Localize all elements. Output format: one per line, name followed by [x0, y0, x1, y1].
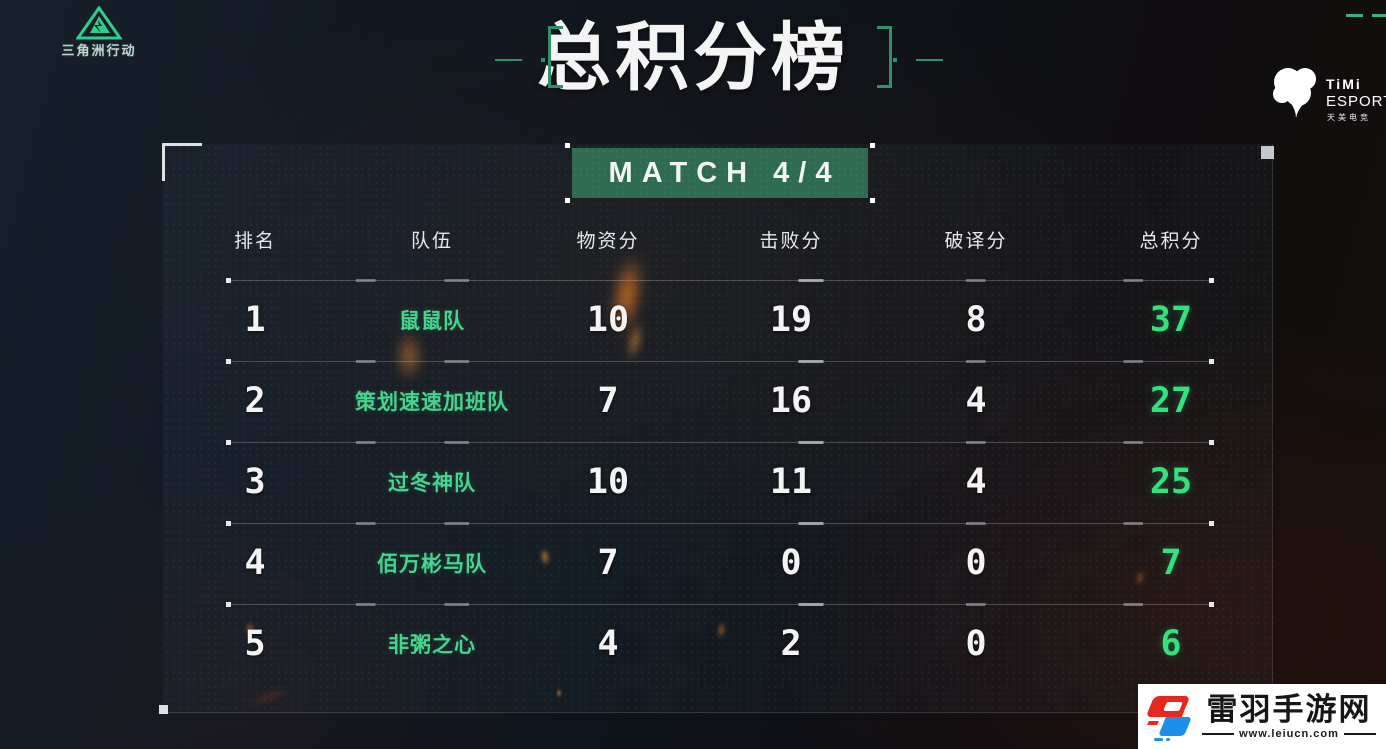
title-bracket-left [548, 26, 563, 88]
supply-score: 7 [597, 542, 619, 583]
watermark-site-name: 雷羽手游网 [1206, 692, 1372, 727]
esports-text: ESPORTS [1326, 93, 1386, 110]
decrypt-score: 4 [965, 380, 987, 421]
supply-score: 4 [597, 623, 619, 664]
defeat-score: 0 [780, 542, 802, 583]
defeat-score: 16 [769, 380, 813, 421]
top-right-dash [1372, 14, 1386, 17]
leaderboard-panel: 排名 队伍 物资分 击败分 破译分 总积分 1 鼠鼠队 10 19 8 37 2… [159, 143, 1274, 714]
team-name: 非粥之心 [388, 633, 476, 657]
timi-cn-text: 天美电竞 [1327, 113, 1371, 122]
team-name: 鼠鼠队 [399, 309, 465, 333]
title-tick-right [916, 59, 943, 61]
table-row: 1 鼠鼠队 10 19 8 37 [163, 279, 1273, 360]
col-header-supply: 物资分 [576, 231, 640, 252]
rank-value: 1 [244, 299, 266, 340]
row-divider [226, 440, 1214, 445]
supply-score: 7 [597, 380, 619, 421]
table-header-row: 排名 队伍 物资分 击败分 破译分 总积分 [163, 200, 1273, 279]
decrypt-score: 0 [965, 542, 987, 583]
rank-value: 4 [244, 542, 266, 583]
match-banner: MATCH 4/4 [565, 143, 875, 203]
row-divider [226, 602, 1214, 607]
decrypt-score: 0 [965, 623, 987, 664]
total-score: 7 [1160, 542, 1182, 583]
total-score: 27 [1149, 380, 1193, 421]
panel-corner-square-bl [159, 705, 168, 714]
supply-score: 10 [586, 299, 630, 340]
col-header-team: 队伍 [410, 231, 453, 252]
defeat-score: 2 [780, 623, 802, 664]
timi-cloud-icon [1273, 68, 1316, 118]
supply-score: 10 [586, 461, 630, 502]
row-divider [226, 278, 1214, 283]
team-name: 过冬神队 [388, 471, 476, 495]
watermark-logo-icon [1145, 691, 1198, 743]
watermark-rule-left [1202, 733, 1235, 735]
watermark-rule-right [1343, 733, 1376, 735]
decrypt-score: 4 [965, 461, 987, 502]
table-row: 4 佰万彬马队 7 0 0 7 [163, 522, 1273, 603]
table-row: 5 非粥之心 4 2 0 6 [163, 603, 1273, 684]
total-score: 37 [1149, 299, 1193, 340]
panel-corner-square-tr [1261, 146, 1274, 159]
rank-value: 2 [244, 380, 266, 421]
watermark-logo-blue-dot [1154, 737, 1163, 741]
title-tick-left [495, 59, 522, 61]
col-header-decrypt: 破译分 [944, 231, 1008, 252]
watermark-logo-blue-dot [1166, 737, 1170, 741]
title-dot-right [893, 58, 897, 62]
table-row: 2 策划速速加班队 7 16 4 27 [163, 360, 1273, 441]
banner-corner-dot [565, 198, 570, 203]
col-header-defeat: 击败分 [759, 231, 823, 252]
table-row: 3 过冬神队 10 11 4 25 [163, 441, 1273, 522]
rank-value: 5 [244, 623, 266, 664]
game-logo: 三角洲行动 [34, 6, 164, 60]
title-dot-left [541, 58, 545, 62]
team-name: 策划速速加班队 [355, 390, 509, 414]
watermark-logo-red-dash [1147, 720, 1159, 725]
banner-corner-dot [870, 143, 875, 148]
watermark-url: www.leiucn.com [1239, 728, 1339, 740]
banner-corner-dot [565, 143, 570, 148]
team-name: 佰万彬马队 [377, 552, 487, 576]
page-title-wrap: 总积分榜 [0, 10, 1386, 106]
total-score: 6 [1160, 623, 1182, 664]
decrypt-score: 8 [965, 299, 987, 340]
col-header-total: 总积分 [1139, 231, 1203, 252]
delta-triangle-icon [76, 6, 122, 40]
col-header-rank: 排名 [233, 231, 276, 252]
row-divider [226, 359, 1214, 364]
watermark-logo-red-shape [1145, 695, 1191, 717]
match-banner-label: MATCH 4/4 [608, 156, 841, 189]
rank-value: 3 [244, 461, 266, 502]
defeat-score: 19 [769, 299, 813, 340]
site-watermark: 雷羽手游网 www.leiucn.com [1138, 684, 1386, 749]
watermark-url-row: www.leiucn.com [1198, 728, 1380, 740]
page-title: 总积分榜 [537, 16, 849, 99]
row-divider [226, 521, 1214, 526]
panel-corner-bracket [162, 143, 202, 181]
defeat-score: 11 [769, 461, 813, 502]
timi-esports-logo: TiMi ESPORTS 天美电竞 [1268, 60, 1386, 126]
game-logo-text: 三角洲行动 [61, 43, 137, 58]
total-score: 25 [1149, 461, 1193, 502]
watermark-logo-blue-shape [1158, 716, 1192, 736]
watermark-text-block: 雷羽手游网 www.leiucn.com [1198, 693, 1380, 740]
title-bracket-right [877, 26, 892, 88]
timi-text: TiMi [1326, 76, 1362, 92]
banner-corner-dot [870, 198, 875, 203]
top-right-dash [1346, 14, 1363, 17]
